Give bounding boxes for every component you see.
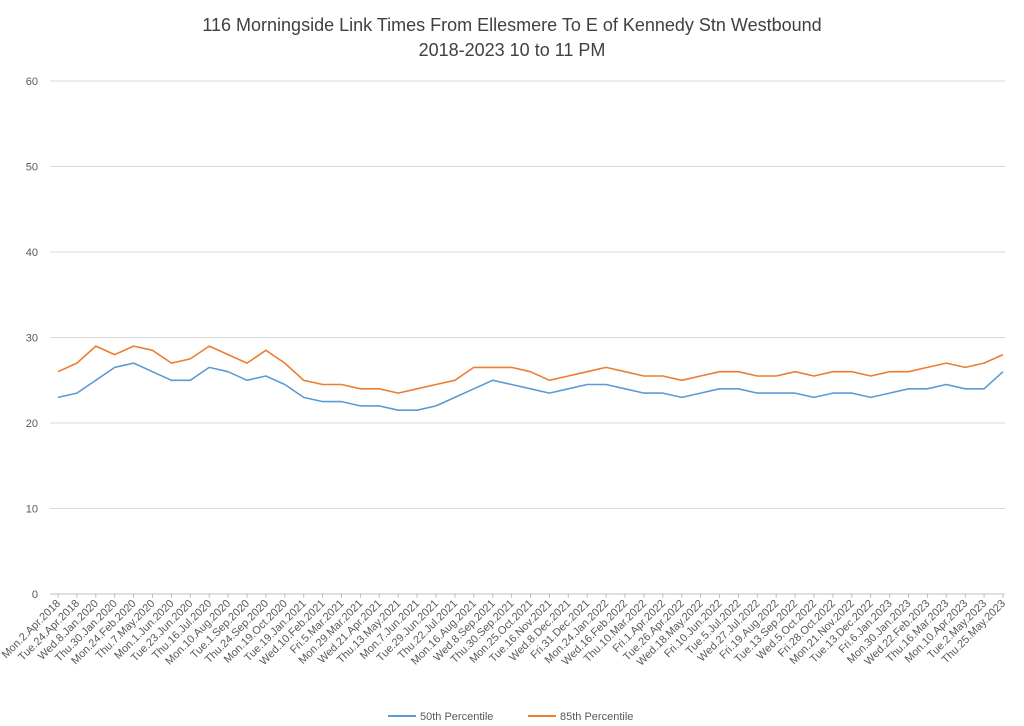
y-tick-label: 30: [26, 333, 38, 345]
chart-title: 116 Morningside Link Times From Ellesmer…: [202, 15, 821, 35]
series-layer: [57, 345, 1004, 412]
y-tick-label: 0: [32, 589, 38, 601]
y-tick-label: 50: [26, 162, 38, 174]
legend: 50th Percentile 85th Percentile: [388, 711, 633, 723]
chart-subtitle: 2018-2023 10 to 11 PM: [419, 40, 606, 60]
y-tick-label: 60: [26, 76, 38, 88]
series-line-1: [57, 345, 1004, 394]
series-line-0: [57, 362, 1004, 412]
legend-label-0: 50th Percentile: [420, 711, 493, 723]
y-tick-label: 10: [26, 504, 38, 516]
y-tick-label: 20: [26, 418, 38, 430]
gridlines: [50, 80, 1005, 595]
y-axis-ticks: 0 10 20 30 40 50 60: [26, 76, 38, 601]
legend-label-1: 85th Percentile: [560, 711, 633, 723]
x-axis-ticks: Mon.2.Apr.2018Tue.24.Apr.2018Wed.8.Jan.2…: [0, 594, 1008, 669]
y-tick-label: 40: [26, 247, 38, 259]
